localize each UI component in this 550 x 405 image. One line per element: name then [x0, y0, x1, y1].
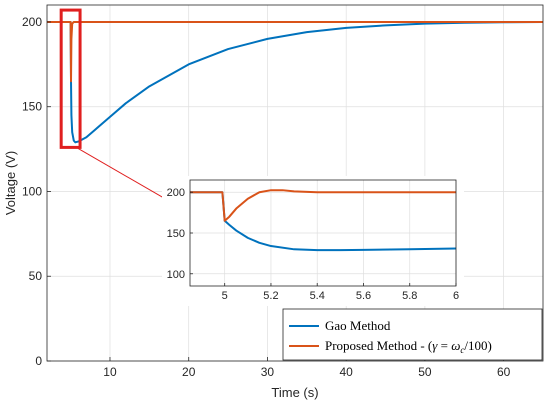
legend-label-proposed-prefix: Proposed Method - (	[325, 338, 432, 353]
inset-xtick-label: 5.2	[263, 290, 278, 302]
x-axis-label: Time (s)	[271, 385, 318, 400]
inset-ytick-label: 100	[167, 269, 185, 281]
inset-xtick-label: 5.6	[356, 290, 371, 302]
main-xtick-label: 50	[418, 365, 432, 379]
zoom-highlight-box	[59, 8, 82, 149]
main-axes-frame	[46, 4, 544, 362]
inset-xtick-label: 5	[222, 290, 228, 302]
inset-ticks: 5 5.2 5.4 5.6 5.8 6 100 150 200	[167, 187, 459, 302]
legend-math-tail: /100)	[464, 338, 491, 353]
legend-math-eq: =	[437, 338, 451, 353]
main-xtick-label: 10	[103, 365, 117, 379]
main-ytick-label: 100	[22, 184, 42, 198]
inset-series-gao	[190, 191, 457, 252]
main-xtick-label: 60	[497, 365, 511, 379]
legend-math-sub: c	[460, 345, 464, 355]
main-ytick-label: 0	[35, 354, 42, 368]
main-xtick-label: 40	[339, 365, 353, 379]
inset-ytick-label: 150	[167, 228, 185, 240]
main-ytick-label: 50	[29, 269, 43, 283]
inset-xtick-label: 6	[453, 290, 459, 302]
inset-xtick-label: 5.8	[402, 290, 417, 302]
main-ytick-label: 200	[22, 15, 42, 29]
main-xtick-label: 20	[182, 365, 196, 379]
main-series-gao	[69, 20, 544, 144]
main-xtick-label: 30	[261, 365, 275, 379]
legend-label-gao: Gao Method	[325, 318, 391, 333]
main-series-proposed	[47, 20, 543, 83]
legend-math-gamma: γ	[432, 338, 438, 353]
y-axis-label: Voltage (V)	[3, 151, 18, 215]
legend-box	[282, 308, 543, 361]
legend-label-proposed: Proposed Method - (γ = ωc/100)	[325, 338, 492, 355]
inset-ytick-label: 200	[167, 187, 185, 199]
inset-background	[162, 176, 464, 306]
legend: Gao Method Proposed Method - (γ = ωc/100…	[282, 308, 543, 361]
main-ytick-label: 150	[22, 100, 42, 114]
main-ticks: 10 20 30 40 50 60 0 50 100 150 200	[22, 15, 511, 379]
inset-xtick-label: 5.4	[310, 290, 325, 302]
legend-math-omega: ω	[451, 338, 460, 353]
main-series	[47, 20, 544, 144]
inset-series-proposed	[190, 189, 456, 222]
inset-series	[190, 189, 457, 252]
